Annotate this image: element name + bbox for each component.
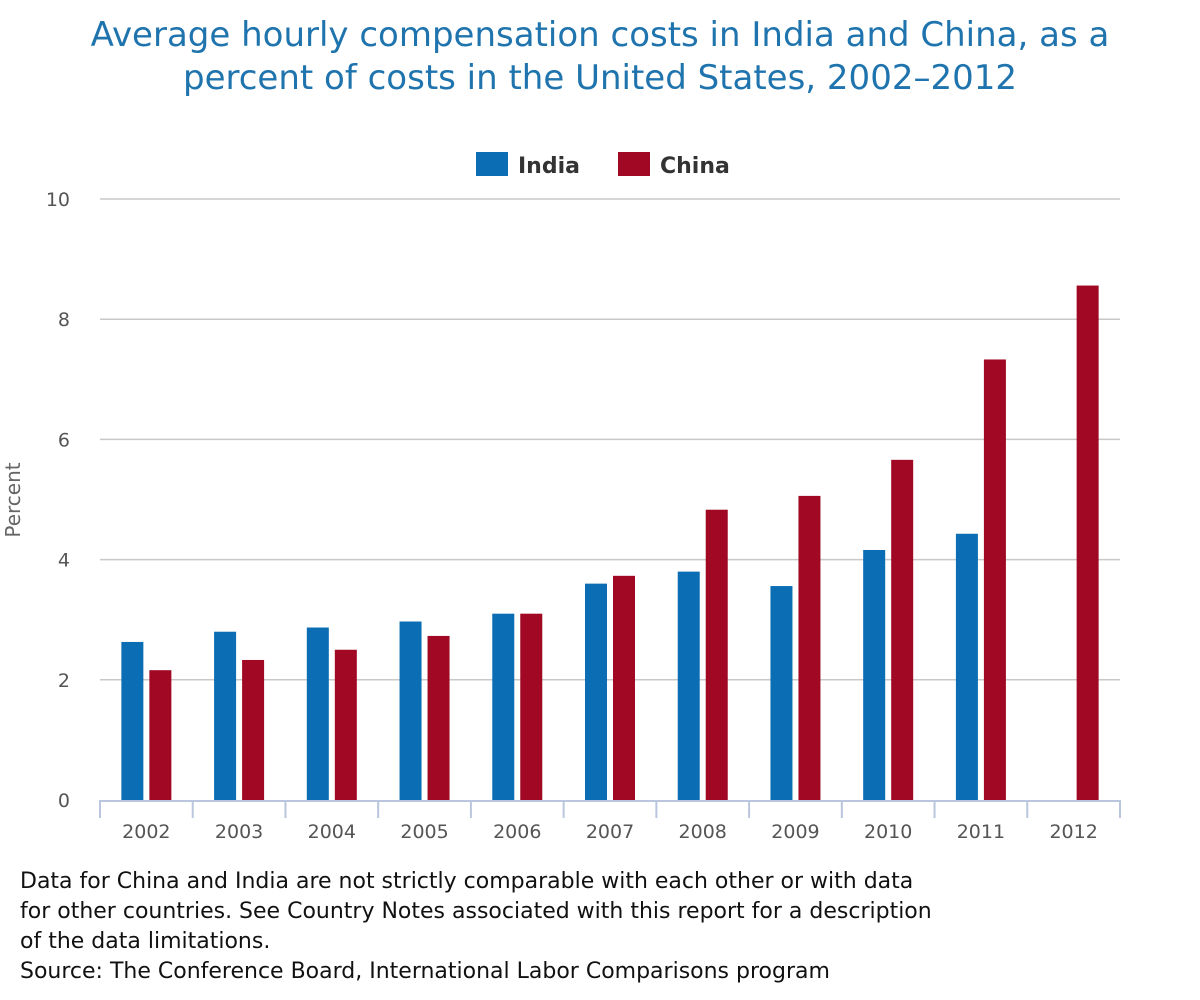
bar-china-2010[interactable]	[891, 459, 914, 800]
x-axis	[99, 800, 1121, 818]
bar-chart: 0 2 4 6 8 10 2002 2003 2004 2005 2006 2007 2008 2009 2…	[1, 152, 1121, 843]
x-tick-label: 2012	[1049, 821, 1097, 843]
x-tick-label: 2011	[957, 821, 1005, 843]
chart-title: Average hourly compensation costs in Ind…	[40, 14, 1160, 100]
bar-china-2008[interactable]	[705, 509, 728, 800]
gridlines	[100, 198, 1120, 681]
bar-india-2007[interactable]	[585, 583, 607, 800]
bar-india-2003[interactable]	[214, 631, 237, 800]
legend-swatch	[618, 152, 650, 176]
x-tick-label: 2002	[122, 821, 170, 843]
bar-india-2004[interactable]	[306, 627, 329, 800]
x-tick-label: 2009	[771, 821, 819, 843]
bar-india-2009[interactable]	[770, 586, 793, 800]
bar-china-2004[interactable]	[334, 649, 357, 800]
footnote-line: Data for China and India are not strictl…	[20, 869, 914, 894]
x-tick-label: 2007	[586, 821, 634, 843]
legend-label: China	[660, 154, 730, 179]
bar-china-2003[interactable]	[242, 659, 265, 800]
chart-title-line-2: percent of costs in the United States, 2…	[183, 58, 1017, 98]
bar-china-2006[interactable]	[520, 613, 543, 800]
y-tick-label: 0	[58, 790, 70, 812]
bar-india-2005[interactable]	[399, 621, 422, 800]
x-tick-label: 2010	[864, 821, 912, 843]
bar-china-2007[interactable]	[613, 575, 635, 800]
footnote-line: of the data limitations.	[20, 929, 271, 954]
bar-india-2006[interactable]	[492, 613, 515, 800]
bar-china-2012[interactable]	[1076, 285, 1099, 800]
x-tick-label: 2008	[679, 821, 727, 843]
footnote: Data for China and India are not strictl…	[20, 867, 1180, 987]
x-tick-label: 2005	[400, 821, 448, 843]
tick-labels: 0 2 4 6 8 10 2002 2003 2004 2005 2006 2007 2008 2009 2…	[46, 189, 1098, 843]
y-tick-label: 2	[58, 670, 70, 692]
bars	[121, 285, 1099, 800]
legend-item-india[interactable]: India	[476, 152, 580, 179]
bar-india-2011[interactable]	[955, 533, 978, 800]
y-axis-title: Percent	[1, 462, 25, 537]
chart-title-line-1: Average hourly compensation costs in Ind…	[90, 15, 1110, 55]
footnote-line: for other countries. See Country Notes a…	[20, 899, 932, 924]
y-tick-label: 8	[58, 309, 70, 331]
bar-india-2002[interactable]	[121, 641, 144, 800]
bar-india-2008[interactable]	[677, 571, 700, 800]
y-tick-label: 4	[58, 550, 70, 572]
y-tick-label: 10	[46, 189, 70, 211]
bar-china-2011[interactable]	[983, 359, 1006, 800]
bar-china-2002[interactable]	[149, 670, 172, 800]
legend-swatch	[476, 152, 508, 176]
legend-item-china[interactable]: China	[618, 152, 730, 179]
legend[interactable]: India China	[476, 152, 730, 179]
bar-india-2010[interactable]	[863, 549, 886, 800]
x-tick-label: 2004	[308, 821, 356, 843]
x-tick-label: 2006	[493, 821, 541, 843]
legend-label: India	[518, 154, 580, 179]
bar-china-2009[interactable]	[798, 495, 821, 800]
x-tick-label: 2003	[215, 821, 263, 843]
bar-china-2005[interactable]	[427, 635, 450, 800]
y-tick-label: 6	[58, 429, 70, 451]
source-line: Source: The Conference Board, Internatio…	[20, 959, 830, 984]
